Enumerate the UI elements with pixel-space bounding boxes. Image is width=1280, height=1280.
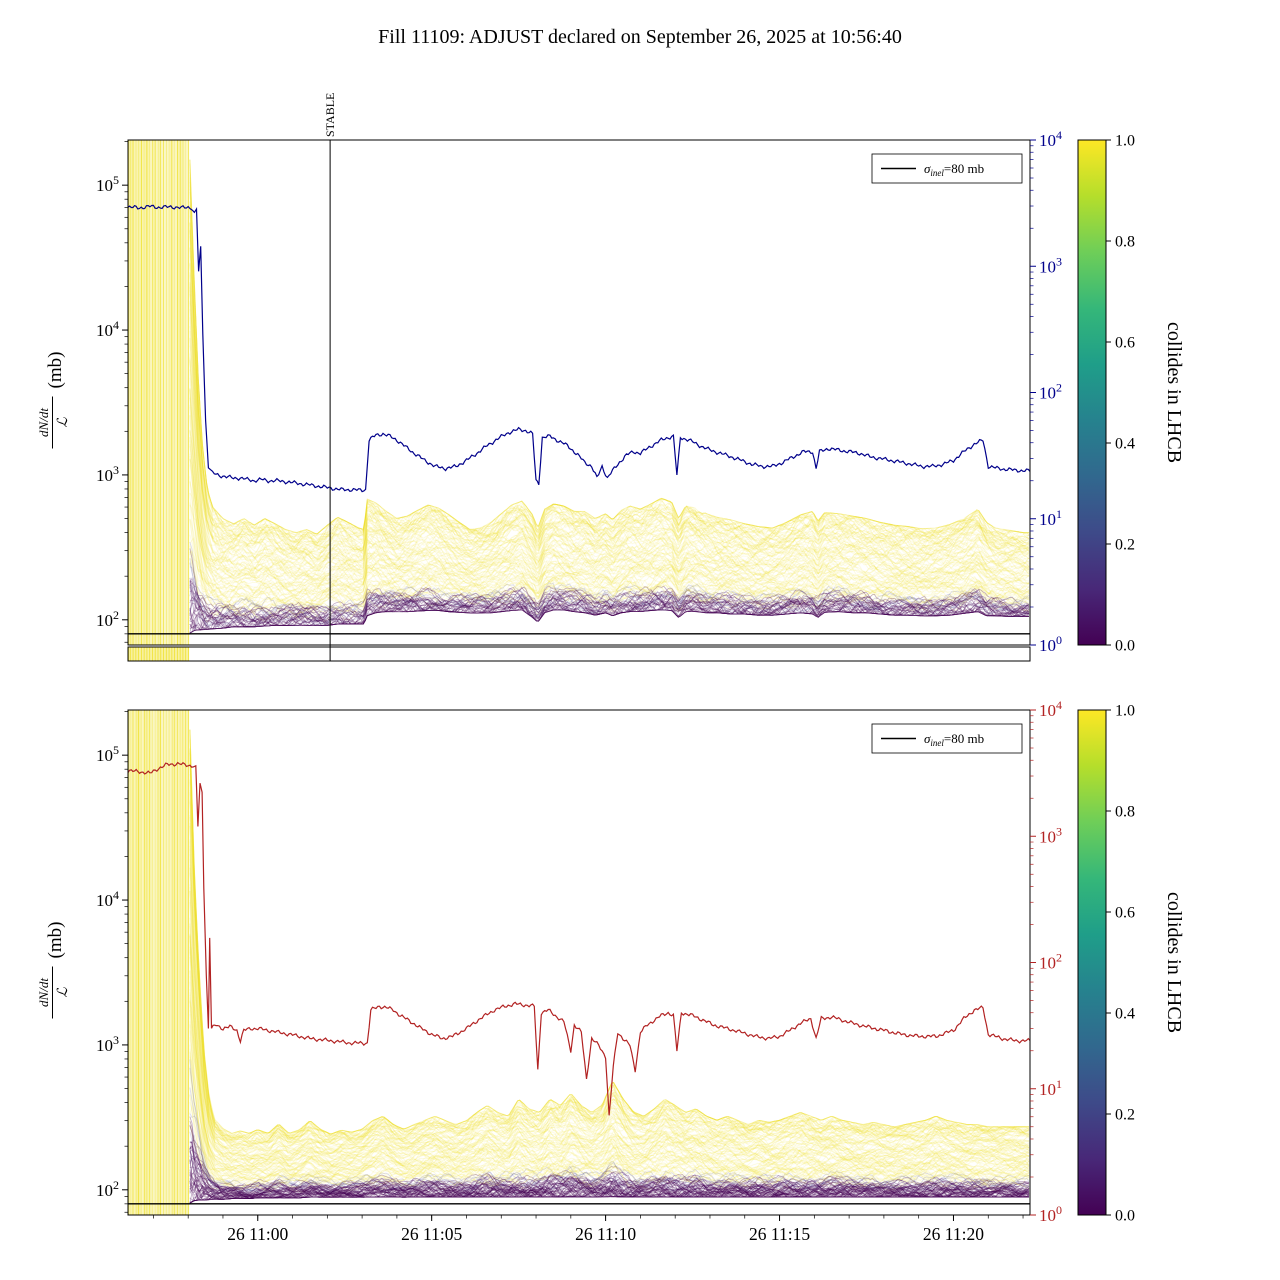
x-tick-label: 26 11:05	[401, 1224, 462, 1244]
left-axis: 102 103 104 105	[96, 141, 128, 643]
svg-text:102: 102	[96, 608, 119, 630]
x-tick-label: 26 11:15	[749, 1224, 810, 1244]
legend: σinel=80 mb	[871, 723, 1023, 754]
right-axis: 100 101 102 103 104	[1030, 698, 1062, 1225]
left-axis: 102 103 104 105	[96, 711, 128, 1213]
legend: σinel=80 mb	[871, 153, 1023, 184]
adjust-region-lines	[128, 140, 190, 645]
svg-text:ℒ: ℒ	[56, 987, 71, 998]
x-tick-label: 26 11:00	[227, 1224, 288, 1244]
legend-sigma-label: σinel=80 mb	[924, 731, 984, 748]
legend-sigma-label: σinel=80 mb	[924, 161, 984, 178]
colorbar-tick-label: 0.8	[1115, 804, 1135, 821]
x-tick-label: 26 11:10	[575, 1224, 636, 1244]
svg-text:104: 104	[1039, 698, 1062, 720]
svg-text:103: 103	[1039, 824, 1062, 846]
x-tick-label: 26 11:20	[923, 1224, 984, 1244]
top-band	[128, 140, 1030, 645]
colorbar-tick-label: 0.4	[1115, 436, 1135, 453]
svg-text:(mb): (mb)	[45, 922, 66, 959]
svg-text:105: 105	[96, 173, 119, 195]
svg-text:101: 101	[1039, 1077, 1062, 1099]
svg-text:101: 101	[1039, 507, 1062, 529]
svg-text:ℒ: ℒ	[56, 417, 71, 428]
svg-text:104: 104	[1039, 128, 1062, 150]
colorbar-tick-label: 0.6	[1115, 905, 1135, 922]
svg-text:102: 102	[1039, 951, 1062, 973]
svg-text:100: 100	[1039, 1203, 1062, 1225]
x-axis: 26 11:00 26 11:05 26 11:10 26 11:15 26 11:20	[153, 1215, 1024, 1244]
colorbar-tick-label: 0.0	[1115, 1208, 1135, 1225]
colorbar-label: collides in LHCB	[1163, 892, 1185, 1033]
svg-text:100: 100	[1039, 633, 1062, 655]
colorbar: 0.0 0.2 0.4 0.6 0.8 1.0 collides in LHCB	[1077, 703, 1185, 1225]
svg-text:102: 102	[1039, 381, 1062, 403]
colorbar-tick-label: 0.0	[1115, 638, 1135, 655]
figure-title: Fill 11109: ADJUST declared on September…	[378, 26, 902, 48]
adjust-region-lines	[128, 710, 190, 1215]
sub-axis-strip	[127, 646, 1031, 662]
svg-text:103: 103	[96, 463, 119, 485]
bottom-band	[128, 710, 1030, 1215]
stable-label: STABLE	[323, 93, 337, 137]
colorbar-tick-label: 0.2	[1115, 537, 1135, 554]
svg-text:104: 104	[96, 888, 119, 910]
svg-text:(mb): (mb)	[45, 352, 66, 389]
svg-text:104: 104	[96, 318, 119, 340]
svg-text:105: 105	[96, 743, 119, 765]
top-rate-line	[128, 204, 1030, 493]
svg-text:dN/dt: dN/dt	[36, 978, 51, 1007]
svg-text:dN/dt: dN/dt	[36, 408, 51, 437]
svg-text:102: 102	[96, 1178, 119, 1200]
colorbar-tick-label: 0.4	[1115, 1006, 1135, 1023]
colorbar: 0.0 0.2 0.4 0.6 0.8 1.0 collides in LHCB	[1077, 133, 1185, 655]
colorbar-tick-label: 0.6	[1115, 335, 1135, 352]
colorbar-tick-label: 1.0	[1115, 133, 1135, 150]
colorbar-tick-label: 0.2	[1115, 1107, 1135, 1124]
top-chart: STABLE 102 103 104 105 100 101 102 103 104 σinel=8…	[36, 93, 1185, 662]
colorbar-tick-label: 1.0	[1115, 703, 1135, 720]
y-axis-label: dN/dt ℒ (mb)	[36, 352, 71, 449]
right-axis: 100 101 102 103 104	[1030, 128, 1062, 655]
svg-text:103: 103	[1039, 254, 1062, 276]
svg-text:103: 103	[96, 1033, 119, 1055]
colorbar-tick-label: 0.8	[1115, 234, 1135, 251]
y-axis-label: dN/dt ℒ (mb)	[36, 922, 71, 1019]
colorbar-label: collides in LHCB	[1163, 322, 1185, 463]
bottom-rate-line	[128, 761, 1030, 1116]
